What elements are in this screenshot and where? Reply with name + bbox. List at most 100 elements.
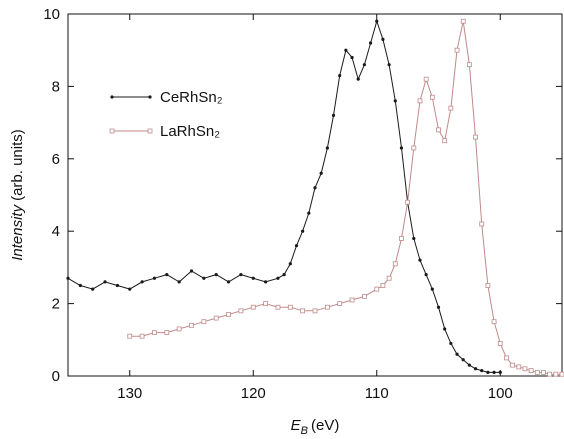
data-point — [497, 341, 503, 346]
x-tick-label: 120 — [241, 385, 266, 402]
data-point — [288, 262, 292, 266]
x-tick-label: 130 — [117, 385, 142, 402]
plot-frame — [67, 13, 563, 377]
y-tick-label: 2 — [52, 296, 60, 313]
data-point — [164, 330, 170, 335]
data-point — [430, 287, 434, 291]
legend-marker — [109, 128, 115, 134]
data-point — [214, 273, 218, 277]
data-point — [66, 276, 70, 280]
data-point — [399, 236, 404, 241]
data-point — [492, 370, 496, 374]
data-point — [429, 94, 435, 100]
data-point — [324, 304, 330, 310]
data-point — [461, 358, 465, 362]
data-point — [226, 312, 231, 317]
data-point — [412, 236, 416, 241]
data-point — [361, 293, 367, 299]
y-tick-label: 0 — [52, 368, 60, 385]
y-label-rest: (arb. units) — [9, 129, 26, 201]
x-label-symbol: E — [291, 417, 302, 434]
data-point — [331, 113, 336, 117]
series-line — [129, 21, 562, 375]
data-point — [417, 98, 423, 104]
data-point — [418, 258, 422, 262]
data-point — [325, 146, 329, 150]
data-point — [127, 333, 133, 339]
data-point — [392, 261, 398, 267]
legend-marker — [148, 95, 152, 99]
data-point — [386, 275, 392, 281]
data-point — [411, 145, 417, 151]
data-point — [307, 211, 311, 215]
data-point — [177, 280, 181, 284]
data-point — [201, 319, 207, 325]
data-point — [460, 18, 466, 24]
data-point — [313, 186, 317, 190]
data-point — [393, 99, 397, 103]
y-axis-label: Intensity (arb. units) — [9, 129, 26, 261]
x-label-unit: (eV) — [311, 417, 339, 434]
data-point — [165, 273, 169, 277]
data-point — [128, 287, 132, 291]
data-point — [375, 19, 379, 23]
data-point — [189, 269, 194, 273]
data-point — [374, 286, 380, 292]
data-point — [522, 366, 528, 372]
data-point — [250, 304, 256, 310]
data-point — [319, 171, 323, 175]
data-point — [294, 244, 299, 248]
y-tick-label: 8 — [52, 78, 60, 95]
data-point — [238, 308, 244, 314]
data-point — [436, 305, 441, 309]
data-point — [338, 73, 342, 78]
data-point — [263, 301, 269, 307]
data-point — [213, 315, 219, 321]
data-point — [516, 364, 522, 370]
data-point — [547, 371, 553, 377]
data-point — [115, 283, 119, 288]
data-point — [282, 273, 286, 277]
data-point — [443, 327, 447, 331]
data-point — [424, 273, 428, 277]
data-point — [226, 280, 231, 284]
data-point — [276, 276, 280, 280]
data-point — [473, 367, 478, 371]
data-point — [300, 308, 306, 314]
data-point — [356, 77, 360, 81]
data-point — [189, 322, 194, 328]
data-point — [287, 304, 293, 310]
data-point — [510, 362, 516, 368]
data-point — [454, 47, 460, 53]
x-label-subscript: B — [301, 425, 308, 437]
y-tick-label: 4 — [52, 223, 60, 240]
legend-label: CeRhSn₂ — [160, 89, 223, 106]
data-point — [337, 301, 343, 307]
x-tick-label: 110 — [365, 385, 389, 402]
data-point — [362, 63, 366, 67]
data-point — [498, 370, 502, 374]
data-point — [442, 138, 448, 144]
data-point — [350, 55, 354, 60]
data-point — [103, 280, 107, 284]
data-point — [152, 276, 157, 280]
data-point — [448, 105, 454, 111]
x-axis-label: EB (eV) — [291, 417, 340, 437]
legend-marker — [147, 128, 153, 134]
y-tick-label: 6 — [52, 151, 60, 168]
y-tick-label: 10 — [43, 6, 60, 23]
data-point — [380, 283, 386, 288]
data-point — [368, 41, 373, 45]
data-point — [239, 273, 243, 277]
data-point — [486, 370, 490, 374]
data-point — [399, 146, 404, 150]
y-label-emphasis: Intensity — [9, 203, 26, 260]
data-point — [251, 276, 255, 280]
data-point — [541, 369, 546, 375]
data-point — [449, 341, 453, 346]
data-point — [479, 221, 485, 227]
data-point — [480, 368, 484, 373]
data-point — [473, 134, 478, 140]
data-point — [467, 363, 471, 367]
